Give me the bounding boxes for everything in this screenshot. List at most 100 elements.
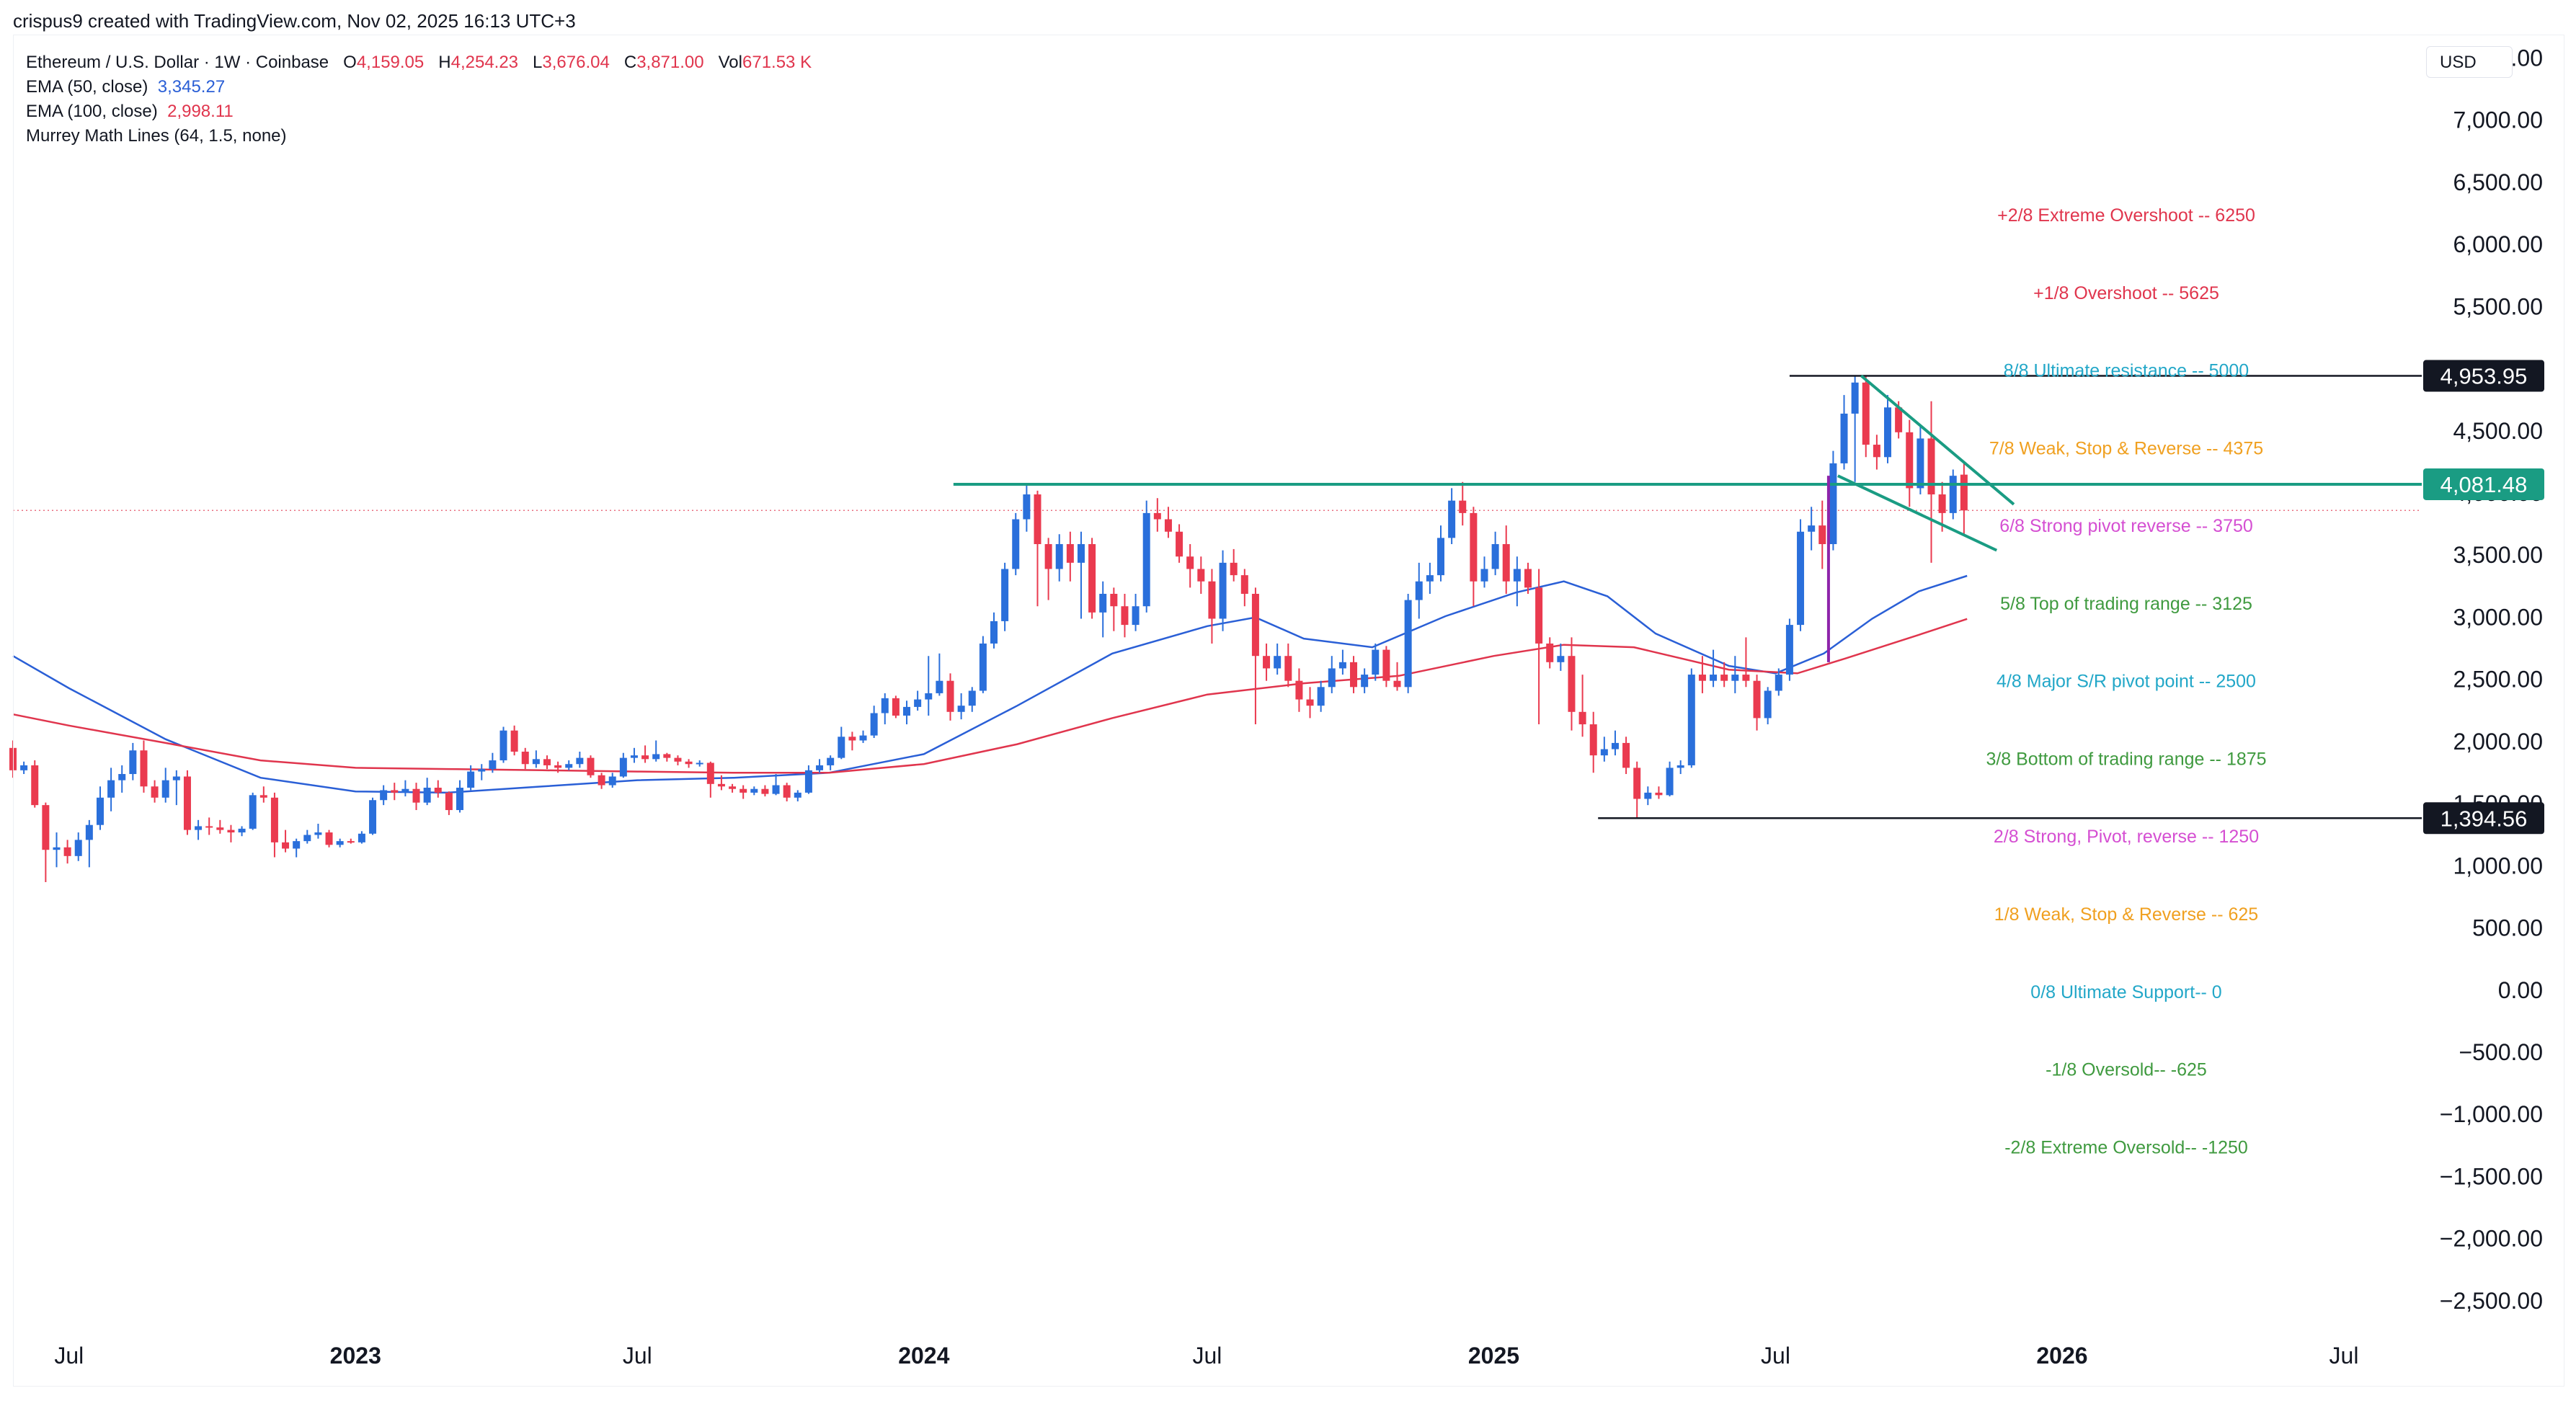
candle-body: [1197, 569, 1205, 582]
murrey-line-label: 5/8 Top of trading range -- 3125: [2000, 594, 2252, 614]
candle-body: [1578, 711, 1586, 725]
y-tick-label: −500.00: [2459, 1039, 2543, 1065]
murrey-line-label: 7/8 Weak, Stop & Reverse -- 4375: [1989, 438, 2263, 458]
candle-body: [619, 757, 627, 777]
candle-body: [1775, 675, 1782, 691]
candle-body: [31, 765, 39, 806]
murrey-line-label: 6/8 Strong pivot reverse -- 3750: [1999, 516, 2253, 536]
candle-body: [1415, 581, 1423, 600]
candle-body: [804, 770, 812, 793]
candle-body: [259, 795, 267, 798]
candle-body: [1393, 680, 1401, 688]
candle-body: [151, 786, 159, 798]
candle-body: [968, 690, 976, 706]
candle-body: [1328, 668, 1336, 688]
ohlc-low: 3,676.04: [542, 53, 610, 72]
currency-selector[interactable]: USD: [2426, 46, 2513, 78]
candle-body: [1906, 432, 1914, 489]
candle-body: [1176, 531, 1183, 557]
candle-body: [783, 785, 791, 798]
candle-body: [1687, 675, 1695, 765]
candle-body: [1676, 765, 1684, 768]
y-tick-label: 500.00: [2472, 915, 2543, 941]
candle-body: [1338, 662, 1346, 669]
candle-body: [1012, 519, 1020, 569]
candle-body: [1034, 494, 1041, 545]
candle-body: [1077, 544, 1085, 563]
candle-body: [1589, 724, 1597, 756]
indicator-ema100-value: 2,998.11: [167, 102, 234, 121]
candle-body: [750, 788, 758, 793]
ema-lines: [12, 574, 1968, 794]
drawing-lines: [953, 374, 2422, 819]
candle-body: [903, 706, 911, 716]
x-tick-label: Jul: [623, 1343, 652, 1369]
price-label-badge: [2423, 468, 2544, 500]
y-tick-label: 7,000.00: [2453, 107, 2543, 133]
candle-body: [1797, 531, 1805, 626]
indicator-ema50[interactable]: EMA (50, close) 3,345.27: [26, 75, 812, 99]
candle-body: [1927, 438, 1935, 495]
candle-body: [1153, 512, 1161, 520]
ema-line: [12, 618, 1968, 774]
ohlc-close: 3,871.00: [636, 53, 704, 72]
trend-line[interactable]: [1860, 374, 2015, 506]
candle-body: [172, 776, 180, 780]
candle-body: [1284, 656, 1292, 681]
candle-body: [543, 759, 551, 765]
price-label-badge: [2423, 360, 2544, 392]
candle-body: [1600, 749, 1608, 756]
candle-body: [1023, 494, 1031, 520]
candle-body: [456, 787, 464, 811]
candle-body: [1710, 675, 1718, 681]
candle-body: [1546, 643, 1554, 662]
candle-body: [990, 621, 998, 644]
candle-body: [1720, 675, 1728, 681]
indicator-ema50-value: 3,345.27: [157, 77, 226, 97]
candle-body: [1121, 606, 1129, 626]
candle-body: [1622, 742, 1630, 768]
candle-body: [696, 762, 703, 765]
candle-body: [1873, 445, 1880, 458]
time-axis: Jul 2023 Jul 2024 Jul 2025 Jul 2026 Jul: [54, 1343, 2358, 1369]
indicator-ema100[interactable]: EMA (100, close) 2,998.11: [26, 99, 812, 124]
murrey-line-label: +1/8 Overshoot -- 5625: [2033, 283, 2219, 303]
legend: Ethereum / U.S. Dollar · 1W · Coinbase O…: [26, 50, 812, 148]
candle-body: [1470, 512, 1478, 582]
candle-body: [1088, 544, 1096, 613]
x-tick-label: 2026: [2036, 1343, 2087, 1369]
y-tick-label: 5,500.00: [2453, 293, 2543, 319]
candle-body: [1208, 581, 1216, 619]
candle-body: [401, 788, 409, 793]
symbol-title: Ethereum / U.S. Dollar · 1W · Coinbase: [26, 53, 329, 72]
candle-body: [1655, 792, 1663, 796]
y-tick-label: −2,000.00: [2440, 1226, 2543, 1252]
candle-body: [1513, 569, 1521, 582]
ohlc-low-label: L: [533, 53, 543, 72]
indicator-murrey[interactable]: Murrey Math Lines (64, 1.5, none): [26, 124, 812, 148]
volume-value: 671.53 K: [742, 53, 812, 72]
x-tick-label: Jul: [54, 1343, 84, 1369]
trend-line[interactable]: [1837, 474, 1998, 552]
candle-body: [1350, 662, 1358, 688]
candle-body: [1818, 525, 1826, 545]
candle-body: [1055, 544, 1063, 569]
candle-body: [369, 800, 377, 834]
candle-body: [565, 764, 573, 768]
candle-body: [380, 790, 388, 801]
candle-body: [1099, 593, 1107, 613]
candle-body: [1917, 438, 1924, 489]
murrey-line-label: 4/8 Major S/R pivot point -- 2500: [1997, 672, 2256, 692]
candle-body: [1731, 675, 1739, 681]
candle-body: [423, 787, 431, 803]
candle-body: [1611, 742, 1619, 750]
candle-body: [641, 755, 649, 760]
ohlc-close-label: C: [623, 53, 637, 72]
ema-line: [12, 574, 1968, 794]
candle-body: [914, 699, 922, 707]
y-tick-label: 6,500.00: [2453, 169, 2543, 195]
candle-body: [303, 835, 311, 842]
candle-body: [848, 737, 856, 741]
candle-body: [1491, 544, 1499, 569]
